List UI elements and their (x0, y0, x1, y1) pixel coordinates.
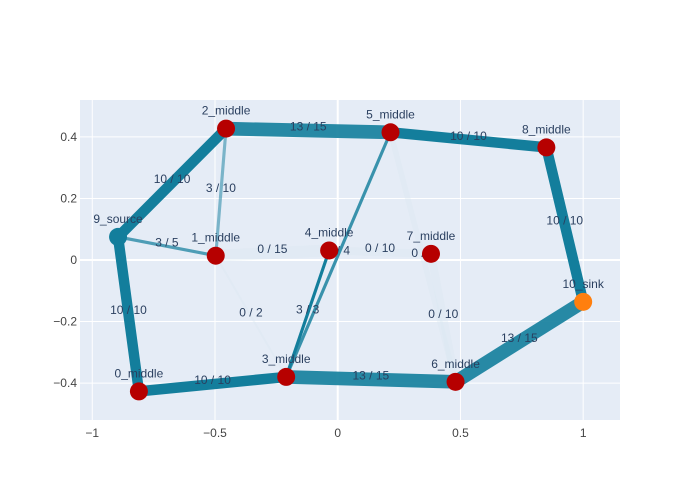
edge-flow-label: 10 / 10 (110, 303, 147, 317)
node-label: 1_middle (191, 231, 240, 245)
edge-flow-label: 3 / 10 (206, 181, 236, 195)
edge-flow-label: 10 / 10 (154, 172, 191, 186)
graph-node-4_middle (320, 241, 339, 260)
flow-edge-2-5 (219, 121, 398, 140)
flow-edge-9-2 (112, 123, 232, 243)
edge-flow-label: 0 / 15 (257, 242, 287, 256)
x-tick-label: −1 (85, 426, 99, 440)
y-tick-label: 0.2 (60, 191, 77, 205)
graph-node-0_middle (129, 382, 148, 401)
x-tick-label: 0.5 (452, 426, 469, 440)
graph-node-5_middle (381, 123, 400, 142)
edge-layer (112, 121, 591, 397)
graph-node-7_middle (422, 244, 440, 263)
y-tick-label: −0.4 (53, 376, 77, 390)
edge-flow-label: 13 / 15 (353, 368, 390, 382)
node-label: 2_middle (202, 104, 251, 118)
flow-edge-4-7 (325, 246, 435, 258)
edge-flow-label: 3 / 3 (296, 303, 320, 317)
y-tick-label: 0 (70, 253, 77, 267)
graph-node-6_middle (446, 372, 465, 391)
node-label: 8_middle (522, 122, 571, 136)
edge-flow-label: 13 / 15 (501, 331, 538, 345)
node-label: 7_middle (407, 229, 456, 243)
edge-flow-label: 0 / 10 (428, 307, 458, 321)
flow-edge-3-6 (279, 370, 463, 389)
graph-node-3_middle (277, 367, 296, 386)
flow-edge-9-0 (112, 231, 145, 397)
y-tick-label: −0.2 (53, 315, 77, 329)
x-tick-label: 0 (334, 426, 341, 440)
tick-layer: −1 −0.5 0 0.5 1 −0.4 −0.2 0 0.2 0.4 (53, 130, 587, 440)
flow-edge-0-3 (133, 371, 292, 397)
edge-flow-label: 0 / 2 (239, 305, 263, 319)
node-label: 4_middle (305, 225, 354, 239)
x-tick-label: 1 (580, 426, 587, 440)
graph-node-9_source (109, 227, 128, 246)
graph-node-2_middle (217, 119, 236, 138)
edge-flow-label: 10 / 10 (194, 373, 231, 387)
graph-node-1_middle (206, 246, 225, 265)
node-label: 10_sink (562, 277, 604, 291)
node-label: 5_middle (366, 107, 415, 121)
edge-flow-label: 13 / 15 (290, 119, 327, 133)
node-label-layer: 0_middle 1_middle 2_middle 3_middle 4_middle… (93, 104, 604, 381)
node-label: 3_middle (262, 352, 311, 366)
flow-edge-5-3 (284, 130, 393, 379)
flow-edge-7-6 (427, 249, 460, 386)
edge-flow-label: 10 / 10 (546, 214, 583, 228)
y-tick-label: 0.4 (60, 130, 77, 144)
edge-label-layer: 10 / 10 3 / 5 10 / 10 13 / 15 3 / 10 0 / 15 0 … (110, 119, 583, 387)
node-layer (109, 119, 593, 401)
flow-edge-1-4 (209, 244, 336, 262)
graph-node-10_sink (574, 292, 593, 311)
edge-flow-label: 3 / 5 (155, 235, 179, 249)
x-tick-label: −0.5 (203, 426, 227, 440)
node-label: 9_source (93, 212, 143, 226)
edge-flow-label: 10 / 10 (450, 129, 487, 143)
flow-edge-2-1 (214, 127, 228, 258)
graph-node-8_middle (537, 138, 556, 157)
flow-edge-6-10 (448, 295, 591, 389)
node-label: 6_middle (431, 357, 480, 371)
flow-edge-5-8 (385, 127, 552, 153)
flow-edge-1-3 (214, 254, 288, 378)
edge-flow-label: 0 / 10 (365, 241, 395, 255)
flow-edge-9-1 (116, 235, 218, 258)
flow-edge-4-3 (284, 248, 331, 379)
node-label: 0_middle (115, 366, 164, 380)
flow-edge-8-10 (541, 142, 589, 308)
